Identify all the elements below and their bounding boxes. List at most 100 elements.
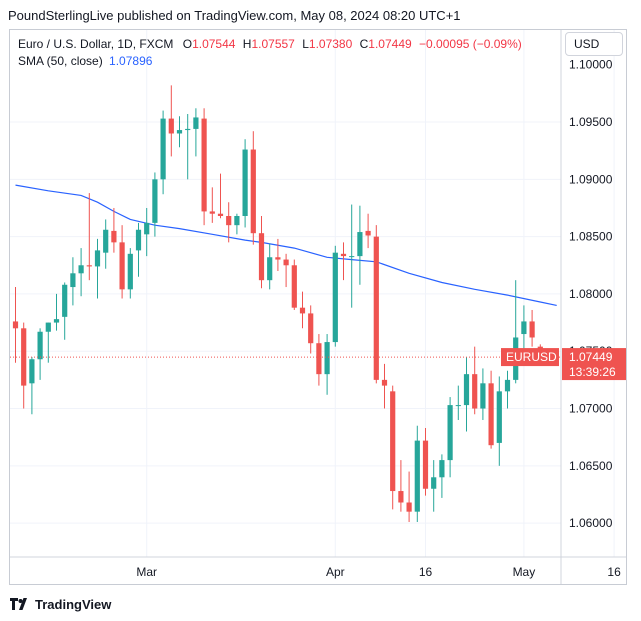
candle (127, 248, 133, 299)
open-label: O (182, 37, 193, 51)
candle-body (463, 374, 470, 406)
open-value: 1.07544 (192, 37, 236, 51)
candle-body (242, 149, 248, 217)
candle (94, 238, 101, 299)
candle (201, 108, 207, 226)
sma-row: SMA (50, close) 1.07896 (18, 53, 522, 70)
high-value: 1.07557 (251, 37, 295, 51)
candle (283, 253, 289, 288)
candle-body (176, 130, 183, 134)
candle-body (365, 230, 371, 236)
candle (381, 363, 388, 409)
tradingview-brand: TradingView (35, 597, 112, 612)
candle (463, 356, 470, 432)
candle (324, 334, 330, 395)
change-value: −0.00095 (−0.09%) (419, 37, 522, 51)
candle-body (103, 229, 109, 253)
candle-body (390, 391, 396, 492)
candle (472, 346, 478, 415)
ohlc-row: Euro / U.S. Dollar, 1D, FXCM O1.07544 H1… (18, 36, 522, 53)
candle (357, 205, 363, 285)
symbol-title[interactable]: Euro / U.S. Dollar, 1D, FXCM (18, 37, 174, 51)
currency-button[interactable]: USD (565, 32, 623, 56)
candle (103, 219, 109, 269)
candle (209, 187, 215, 223)
candle-body (37, 331, 43, 360)
candle-body (398, 491, 404, 503)
candle (455, 385, 461, 420)
candle-body (62, 284, 68, 317)
candle (29, 356, 35, 415)
candle-body (45, 322, 51, 332)
candle-body (521, 321, 527, 335)
candle (488, 370, 494, 449)
candle-body (414, 440, 420, 512)
candle (226, 202, 232, 243)
candle-body (29, 359, 35, 384)
candle (406, 471, 412, 522)
candle-body (381, 379, 388, 386)
candle (349, 204, 355, 308)
x-tick-label: Apr (326, 565, 345, 579)
candle (390, 385, 396, 510)
candle (45, 322, 51, 363)
candle (111, 207, 117, 253)
publisher-header: PoundSterlingLive published on TradingVi… (8, 8, 461, 23)
y-tick-label: 1.08500 (569, 230, 613, 244)
y-tick-label: 1.10000 (569, 58, 613, 72)
candle (37, 328, 43, 380)
low-value: 1.07380 (308, 37, 353, 51)
candle (316, 334, 322, 386)
candle (119, 225, 125, 299)
candle (299, 291, 306, 329)
candle (78, 248, 84, 297)
candle-body (324, 342, 330, 375)
candle-body (111, 230, 117, 243)
candle-body (185, 128, 191, 131)
candle-body (480, 383, 486, 409)
candle-body (529, 321, 535, 338)
candle-body (373, 236, 379, 380)
symbol-tag-bg (501, 348, 559, 367)
candle (144, 207, 150, 257)
sma-label[interactable]: SMA (50, close) (18, 54, 103, 68)
candle (160, 110, 166, 195)
candle-body (70, 273, 76, 288)
candle (275, 238, 281, 272)
candle (86, 193, 92, 281)
candle-body (119, 242, 125, 290)
candle (193, 108, 199, 157)
y-tick-label: 1.06500 (569, 459, 613, 473)
candle-body (267, 257, 273, 281)
candle (439, 454, 445, 498)
candle-body (160, 118, 166, 180)
candle-body (217, 213, 224, 217)
candle (12, 287, 19, 363)
tradingview-logo[interactable]: TradingView (10, 597, 111, 613)
close-value: 1.07449 (368, 37, 412, 51)
candle-body (406, 502, 412, 512)
y-tick-label: 1.09000 (569, 172, 613, 186)
x-tick-label: Mar (136, 565, 157, 579)
countdown-label: 13:39:26 (569, 365, 616, 379)
candle-body (12, 321, 19, 329)
candle-body (86, 265, 92, 267)
candle-body (53, 319, 60, 323)
candle-body (332, 252, 338, 343)
candle-body (78, 265, 84, 274)
candle (291, 259, 297, 310)
last-price-tag: EURUSD 1.07449 13:39:26 (10, 348, 626, 381)
candle (447, 397, 453, 478)
candle-body (226, 216, 232, 226)
candle (135, 222, 142, 277)
price-tag-value: 1.07449 (569, 350, 613, 364)
candle-body (316, 343, 322, 375)
x-tick-label: 16 (419, 565, 433, 579)
candle-body (488, 383, 494, 446)
candle-body (431, 477, 437, 489)
y-tick-label: 1.08000 (569, 287, 613, 301)
candle (308, 305, 314, 354)
y-tick-label: 1.09500 (569, 115, 613, 129)
high-label: H (242, 37, 252, 51)
